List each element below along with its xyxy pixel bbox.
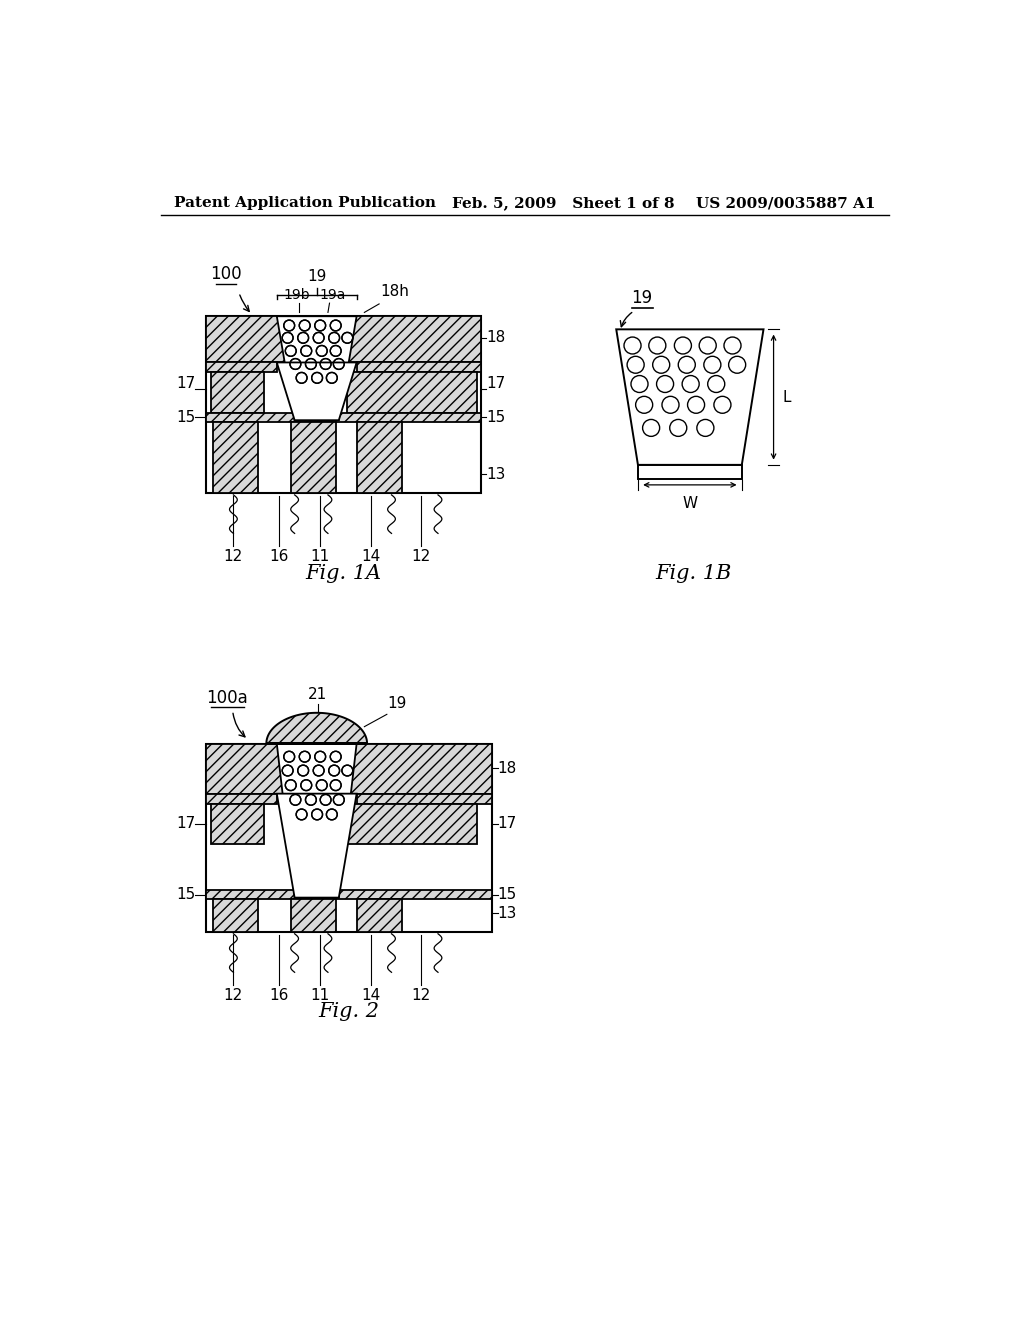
Bar bbox=[291, 422, 336, 494]
Polygon shape bbox=[276, 793, 356, 898]
Text: 18h: 18h bbox=[380, 284, 409, 300]
Text: 17: 17 bbox=[498, 816, 517, 832]
Text: 15: 15 bbox=[176, 887, 196, 902]
Bar bbox=[206, 743, 493, 932]
Text: 100: 100 bbox=[210, 265, 242, 284]
Text: 19: 19 bbox=[388, 696, 407, 711]
Text: L: L bbox=[783, 389, 792, 405]
Text: 13: 13 bbox=[486, 466, 506, 482]
Bar bbox=[206, 743, 493, 793]
Text: 18: 18 bbox=[498, 760, 517, 776]
Bar bbox=[206, 317, 480, 363]
Text: 15: 15 bbox=[486, 409, 505, 425]
Text: US 2009/0035887 A1: US 2009/0035887 A1 bbox=[696, 197, 876, 210]
Bar bbox=[347, 804, 477, 843]
Text: 11: 11 bbox=[310, 549, 330, 564]
Text: Fig. 1B: Fig. 1B bbox=[655, 564, 732, 583]
Bar bbox=[206, 793, 276, 804]
Bar bbox=[356, 422, 401, 494]
Bar bbox=[206, 363, 276, 372]
Text: 19: 19 bbox=[307, 269, 327, 284]
Bar bbox=[356, 899, 401, 932]
Bar bbox=[291, 899, 336, 932]
Text: 11: 11 bbox=[310, 987, 330, 1003]
Bar bbox=[206, 890, 493, 899]
Text: 16: 16 bbox=[269, 549, 289, 564]
Polygon shape bbox=[276, 317, 356, 420]
Text: 14: 14 bbox=[360, 987, 380, 1003]
Bar bbox=[213, 899, 258, 932]
Text: 100a: 100a bbox=[206, 689, 248, 706]
Text: Fig. 1A: Fig. 1A bbox=[305, 564, 382, 583]
Bar bbox=[213, 422, 258, 494]
Text: Fig. 2: Fig. 2 bbox=[318, 1002, 379, 1020]
Bar bbox=[638, 465, 741, 479]
Text: 13: 13 bbox=[498, 906, 517, 920]
Text: 17: 17 bbox=[176, 816, 196, 832]
Text: 19b: 19b bbox=[284, 288, 310, 302]
Text: 12: 12 bbox=[412, 987, 430, 1003]
Polygon shape bbox=[276, 363, 356, 420]
Text: Patent Application Publication: Patent Application Publication bbox=[174, 197, 436, 210]
Bar bbox=[356, 363, 480, 372]
Text: 19: 19 bbox=[631, 289, 652, 308]
Bar bbox=[356, 793, 493, 804]
Text: 12: 12 bbox=[412, 549, 430, 564]
Text: 14: 14 bbox=[360, 549, 380, 564]
Bar bbox=[347, 372, 477, 412]
Text: 15: 15 bbox=[176, 409, 196, 425]
Bar bbox=[206, 317, 480, 494]
Text: 21: 21 bbox=[308, 686, 328, 702]
Polygon shape bbox=[616, 330, 764, 465]
Text: W: W bbox=[682, 496, 697, 511]
Text: 19a: 19a bbox=[319, 288, 346, 302]
Bar bbox=[211, 804, 263, 843]
Bar bbox=[211, 372, 263, 412]
Text: 18: 18 bbox=[486, 330, 505, 346]
Polygon shape bbox=[266, 713, 367, 743]
Text: Feb. 5, 2009   Sheet 1 of 8: Feb. 5, 2009 Sheet 1 of 8 bbox=[452, 197, 675, 210]
Text: 17: 17 bbox=[486, 376, 505, 391]
Text: 15: 15 bbox=[498, 887, 517, 902]
Text: 16: 16 bbox=[269, 987, 289, 1003]
Polygon shape bbox=[276, 743, 356, 898]
Bar bbox=[206, 412, 480, 422]
Text: 12: 12 bbox=[224, 987, 243, 1003]
Text: 17: 17 bbox=[176, 376, 196, 391]
Text: 12: 12 bbox=[224, 549, 243, 564]
